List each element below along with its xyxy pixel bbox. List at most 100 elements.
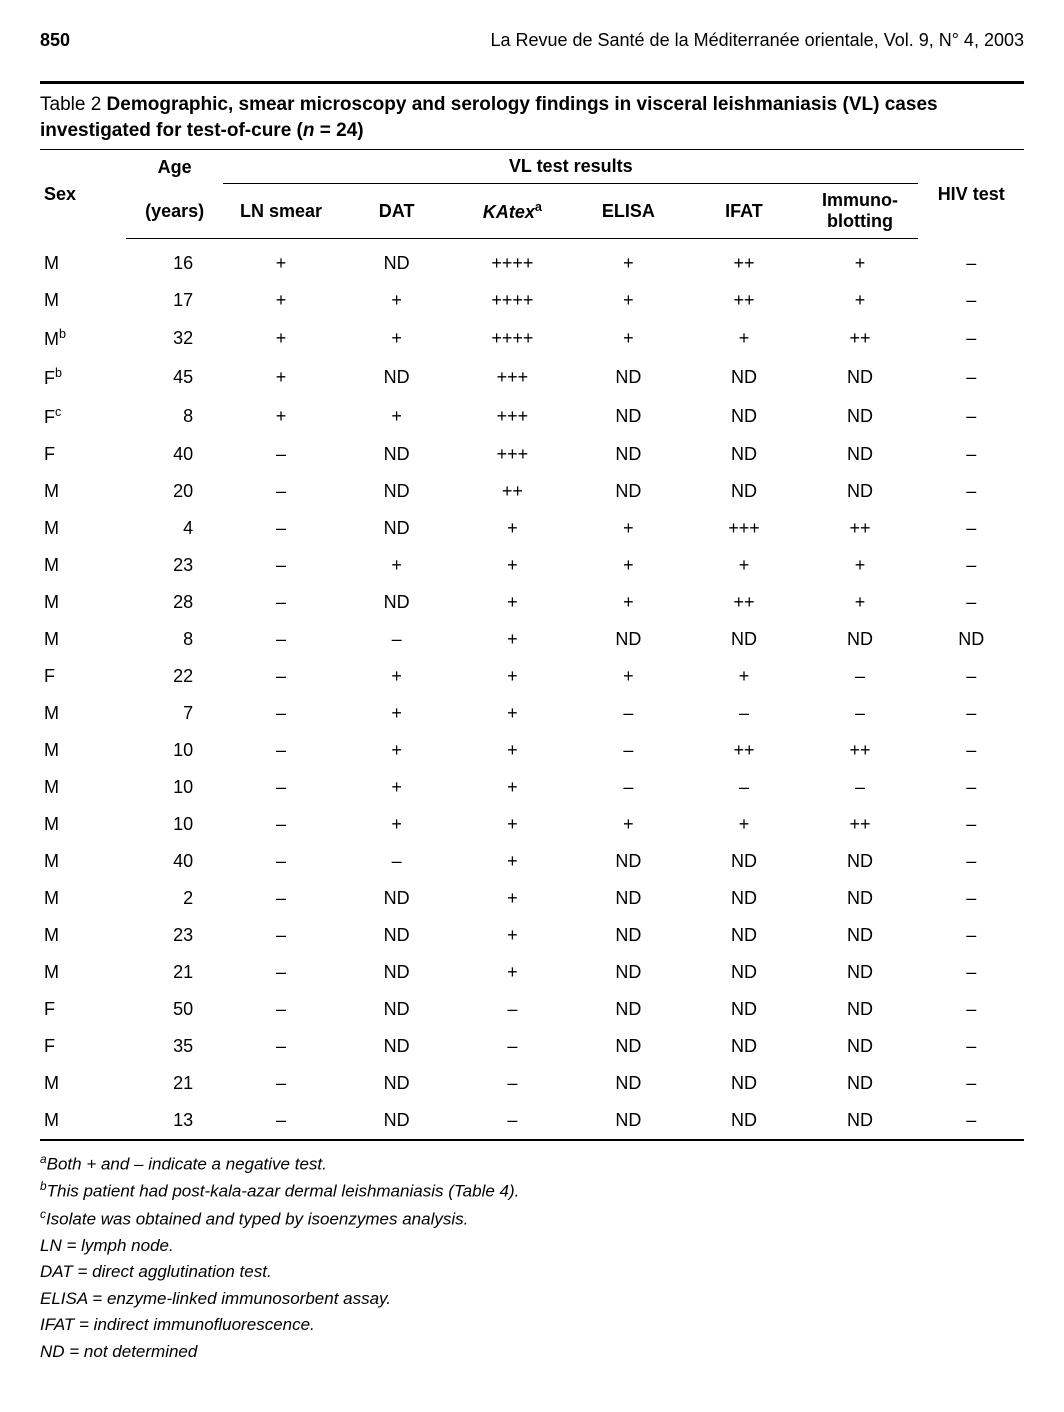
table-row: F35–ND–NDNDND– [40, 1028, 1024, 1065]
cell-ifat: ++ [686, 584, 801, 621]
table-row: M10–++–++++– [40, 732, 1024, 769]
cell-ifat: + [686, 658, 801, 695]
cell-age: 40 [126, 436, 223, 473]
cell-ifat: ND [686, 436, 801, 473]
cell-katex: – [454, 991, 570, 1028]
cell-dat: + [339, 769, 454, 806]
footnote-ifat: IFAT = indirect immunofluorescence. [40, 1312, 1024, 1338]
footnote-elisa: ELISA = enzyme-linked immunosorbent assa… [40, 1286, 1024, 1312]
table-row: F40–ND+++NDNDND– [40, 436, 1024, 473]
cell-age: 7 [126, 695, 223, 732]
cell-ln: + [223, 282, 339, 319]
cell-sex: M [40, 1102, 126, 1140]
cell-hiv: – [918, 732, 1024, 769]
cell-sex: M [40, 547, 126, 584]
cell-sex: M [40, 769, 126, 806]
cell-dat: + [339, 806, 454, 843]
footnotes: aBoth + and – indicate a negative test. … [40, 1151, 1024, 1364]
cell-dat: ND [339, 436, 454, 473]
table-row: Mb32++++++++++– [40, 319, 1024, 358]
col-ln-smear: LN smear [223, 184, 339, 239]
cell-hiv: – [918, 1028, 1024, 1065]
col-vl-header: VL test results [223, 150, 918, 184]
cell-elisa: ND [570, 843, 686, 880]
table-row: M4–ND+++++++– [40, 510, 1024, 547]
cell-katex: ++++ [454, 239, 570, 283]
cell-hiv: – [918, 584, 1024, 621]
cell-ln: – [223, 991, 339, 1028]
col-age-unit: (years) [126, 184, 223, 239]
cell-age: 10 [126, 806, 223, 843]
cell-katex: + [454, 732, 570, 769]
table-row: Fb45+ND+++NDNDND– [40, 358, 1024, 397]
cell-katex: + [454, 510, 570, 547]
cell-dat: ND [339, 239, 454, 283]
cell-age: 13 [126, 1102, 223, 1140]
cell-sex: F [40, 658, 126, 695]
col-age: Age [126, 150, 223, 184]
cell-hiv: – [918, 239, 1024, 283]
cell-age: 35 [126, 1028, 223, 1065]
cell-ifat: ND [686, 954, 801, 991]
cell-ifat: ND [686, 1102, 801, 1140]
cell-age: 22 [126, 658, 223, 695]
cell-elisa: ND [570, 397, 686, 436]
cell-age: 50 [126, 991, 223, 1028]
cell-ifat: ND [686, 880, 801, 917]
cell-sex: Fb [40, 358, 126, 397]
cell-age: 21 [126, 954, 223, 991]
cell-elisa: ND [570, 436, 686, 473]
cell-elisa: + [570, 239, 686, 283]
cell-immuno: ++ [802, 319, 919, 358]
table-row: M8––+NDNDNDND [40, 621, 1024, 658]
cell-dat: + [339, 319, 454, 358]
footnote-c: cIsolate was obtained and typed by isoen… [40, 1206, 1024, 1232]
page-number: 850 [40, 30, 70, 51]
cell-hiv: – [918, 510, 1024, 547]
cell-dat: ND [339, 473, 454, 510]
cell-immuno: ND [802, 954, 919, 991]
cell-dat: ND [339, 880, 454, 917]
footnote-nd: ND = not determined [40, 1339, 1024, 1365]
cell-katex: + [454, 769, 570, 806]
footnote-dat: DAT = direct agglutination test. [40, 1259, 1024, 1285]
table-row: M28–ND+++++– [40, 584, 1024, 621]
cell-hiv: – [918, 358, 1024, 397]
cell-dat: + [339, 732, 454, 769]
cell-sex: Fc [40, 397, 126, 436]
cell-hiv: ND [918, 621, 1024, 658]
cell-katex: + [454, 843, 570, 880]
cell-immuno: ND [802, 436, 919, 473]
cell-katex: – [454, 1102, 570, 1140]
cell-immuno: ND [802, 1102, 919, 1140]
footnote-ln: LN = lymph node. [40, 1233, 1024, 1259]
cell-immuno: ND [802, 843, 919, 880]
cell-immuno: + [802, 239, 919, 283]
cell-katex: + [454, 880, 570, 917]
cell-katex: ++ [454, 473, 570, 510]
journal-title: La Revue de Santé de la Méditerranée ori… [490, 30, 1024, 51]
cell-katex: ++++ [454, 282, 570, 319]
table-row: M21–ND–NDNDND– [40, 1065, 1024, 1102]
cell-katex: + [454, 621, 570, 658]
cell-katex: +++ [454, 436, 570, 473]
cell-dat: – [339, 843, 454, 880]
cell-ifat: ND [686, 1065, 801, 1102]
cell-ifat: ND [686, 358, 801, 397]
caption-title-1: Demographic, smear microscopy and serolo… [40, 94, 938, 141]
table-row: M23–+++++– [40, 547, 1024, 584]
cell-age: 32 [126, 319, 223, 358]
cell-ln: – [223, 954, 339, 991]
cell-age: 8 [126, 397, 223, 436]
cell-dat: ND [339, 991, 454, 1028]
cell-immuno: ++ [802, 510, 919, 547]
cell-ln: – [223, 584, 339, 621]
cell-immuno: ND [802, 991, 919, 1028]
cell-ifat: – [686, 695, 801, 732]
cell-age: 23 [126, 917, 223, 954]
cell-sex: F [40, 991, 126, 1028]
cell-sex: M [40, 806, 126, 843]
cell-ln: – [223, 843, 339, 880]
cell-elisa: + [570, 319, 686, 358]
cell-katex: – [454, 1065, 570, 1102]
